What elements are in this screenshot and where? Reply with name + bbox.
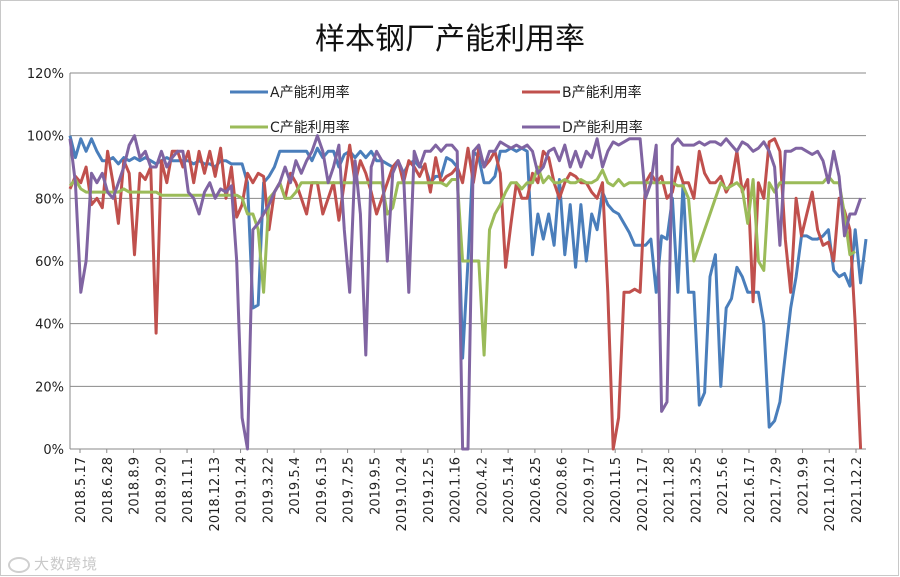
x-tick-label: 2021.10.21 xyxy=(823,457,838,531)
x-tick-label: 2018.11.1 xyxy=(181,457,196,523)
gridlines xyxy=(70,72,866,387)
y-tick-label: 80% xyxy=(35,192,64,207)
x-tick-label: 2020.1.16 xyxy=(449,457,464,523)
y-tick-label: 0% xyxy=(43,443,64,458)
y-tick-labels: 0% 20% 40% 60% 80% 100% 120% xyxy=(27,67,64,458)
x-tick-label: 2020.9.17 xyxy=(582,457,597,523)
legend-label: A产能利用率 xyxy=(270,84,350,101)
x-tick-label: 2021.5.6 xyxy=(716,457,731,515)
x-tick-label: 2020.11.5 xyxy=(609,457,624,523)
watermark-text: 大数跨境 xyxy=(34,555,99,573)
x-tick-label: 2018.9.20 xyxy=(154,457,169,523)
legend: A产能利用率 B产能利用率 C产能利用率 D产能利用率 xyxy=(230,84,643,136)
x-tick-label: 2020.5.14 xyxy=(502,457,517,523)
x-tick-label: 2018.6.28 xyxy=(101,457,116,523)
x-tick-label: 2021.7.29 xyxy=(770,457,785,523)
x-tick-labels: 2018.5.17 2018.6.28 2018.8.9 2018.9.20 2018.… xyxy=(74,449,865,531)
y-tick-label: 120% xyxy=(27,67,64,82)
x-tick-label: 2020.8.6 xyxy=(556,457,571,515)
x-tick-label: 2019.6.13 xyxy=(315,457,330,523)
legend-label: D产能利用率 xyxy=(562,119,643,136)
x-tick-label: 2020.4.2 xyxy=(475,457,490,515)
x-tick-label: 2018.5.17 xyxy=(74,457,89,523)
x-tick-label: 2019.9.5 xyxy=(368,457,383,515)
watermark: 大数跨境 xyxy=(8,553,98,574)
series-lines xyxy=(68,134,868,451)
x-tick-label: 2018.12.13 xyxy=(208,457,223,531)
y-tick-label: 20% xyxy=(35,380,64,395)
x-tick-label: 2021.1.28 xyxy=(663,457,678,523)
chart-title: 样本钢厂产能利用率 xyxy=(315,22,585,57)
x-tick-label: 2021.12.2 xyxy=(850,457,865,523)
watermark-logo-icon xyxy=(8,556,30,573)
series-line-D产能利用率 xyxy=(68,134,863,451)
x-tick-label: 2019.10.24 xyxy=(395,457,410,531)
legend-label: C产能利用率 xyxy=(270,119,350,136)
legend-label: B产能利用率 xyxy=(562,84,642,101)
x-tick-label: 2020.12.17 xyxy=(636,457,651,531)
series-line-C产能利用率 xyxy=(68,165,856,357)
y-tick-label: 40% xyxy=(35,318,64,333)
x-tick-label: 2019.7.25 xyxy=(342,457,357,523)
x-tick-label: 2021.3.25 xyxy=(689,457,704,523)
x-tick-label: 2019.12.5 xyxy=(422,457,437,523)
x-tick-label: 2019.1.24 xyxy=(235,457,250,523)
x-tick-label: 2018.8.9 xyxy=(128,457,143,515)
x-tick-label: 2021.9.9 xyxy=(796,457,811,515)
y-tick-label: 60% xyxy=(35,255,64,270)
x-tick-label: 2020.6.25 xyxy=(529,457,544,523)
x-tick-label: 2021.6.17 xyxy=(743,457,758,523)
x-tick-label: 2019.3.22 xyxy=(261,457,276,523)
y-tick-label: 100% xyxy=(27,130,64,145)
x-tick-label: 2019.5.4 xyxy=(288,457,303,515)
